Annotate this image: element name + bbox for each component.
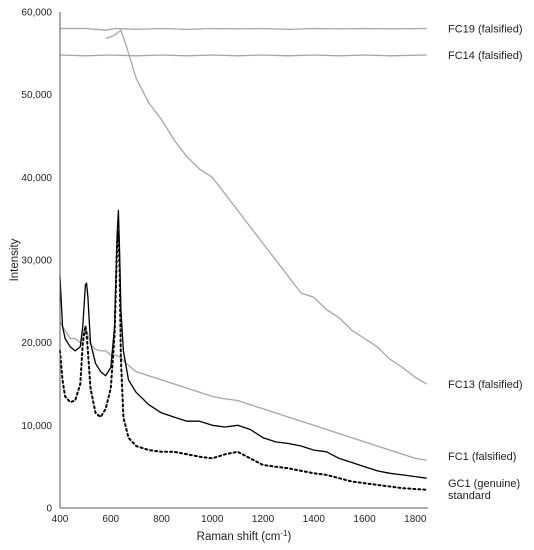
series-line-gc1-genuine (59, 209, 427, 479)
x-tick-label: 1600 (353, 514, 376, 525)
y-tick-labels: 0 10,000 20,000 30,000 40,000 50,000 60,000 (21, 8, 52, 515)
series-label-fc13-falsified: FC13 (falsified) (448, 379, 523, 391)
x-tick-label: 800 (153, 514, 170, 525)
y-tick-label: 20,000 (21, 338, 52, 349)
x-tick-label: 1800 (404, 514, 427, 525)
y-tick-label: 60,000 (21, 8, 52, 19)
plot-area (59, 27, 428, 491)
series-line-fc13-falsified (105, 29, 428, 385)
series-label-standard: standard (448, 490, 491, 502)
series-line-fc14-falsified (59, 54, 427, 57)
series-label-fc19-falsified: FC19 (falsified) (448, 24, 523, 36)
series-label-gc1-genuine: GC1 (genuine) (448, 478, 520, 490)
x-tick-label: 1400 (303, 514, 326, 525)
x-axis-label: Raman shift (cm-1) (197, 529, 292, 544)
x-tick-label: 400 (52, 514, 69, 525)
y-tick-label: 10,000 (21, 421, 52, 432)
y-tick-label: 30,000 (21, 256, 52, 267)
x-tick-label: 1200 (252, 514, 275, 525)
series-label-fc1-falsified: FC1 (falsified) (448, 451, 516, 463)
y-axis-label: Intensity (9, 238, 21, 281)
y-tick-label: 40,000 (21, 173, 52, 184)
y-tick-label: 0 (46, 504, 52, 515)
y-tick-label: 50,000 (21, 90, 52, 101)
series-line-standard (59, 230, 428, 491)
series-labels: FC19 (falsified) FC14 (falsified) FC13 (fa… (448, 24, 523, 502)
series-line-fc19-falsified (60, 27, 427, 31)
x-tick-label: 600 (102, 514, 119, 525)
series-line-fc1-falsified (59, 321, 427, 461)
series-label-fc14-falsified: FC14 (falsified) (448, 50, 523, 62)
x-tick-labels: 400 600 800 1000 1200 1400 1600 1800 (52, 514, 427, 525)
x-tick-label: 1000 (201, 514, 224, 525)
